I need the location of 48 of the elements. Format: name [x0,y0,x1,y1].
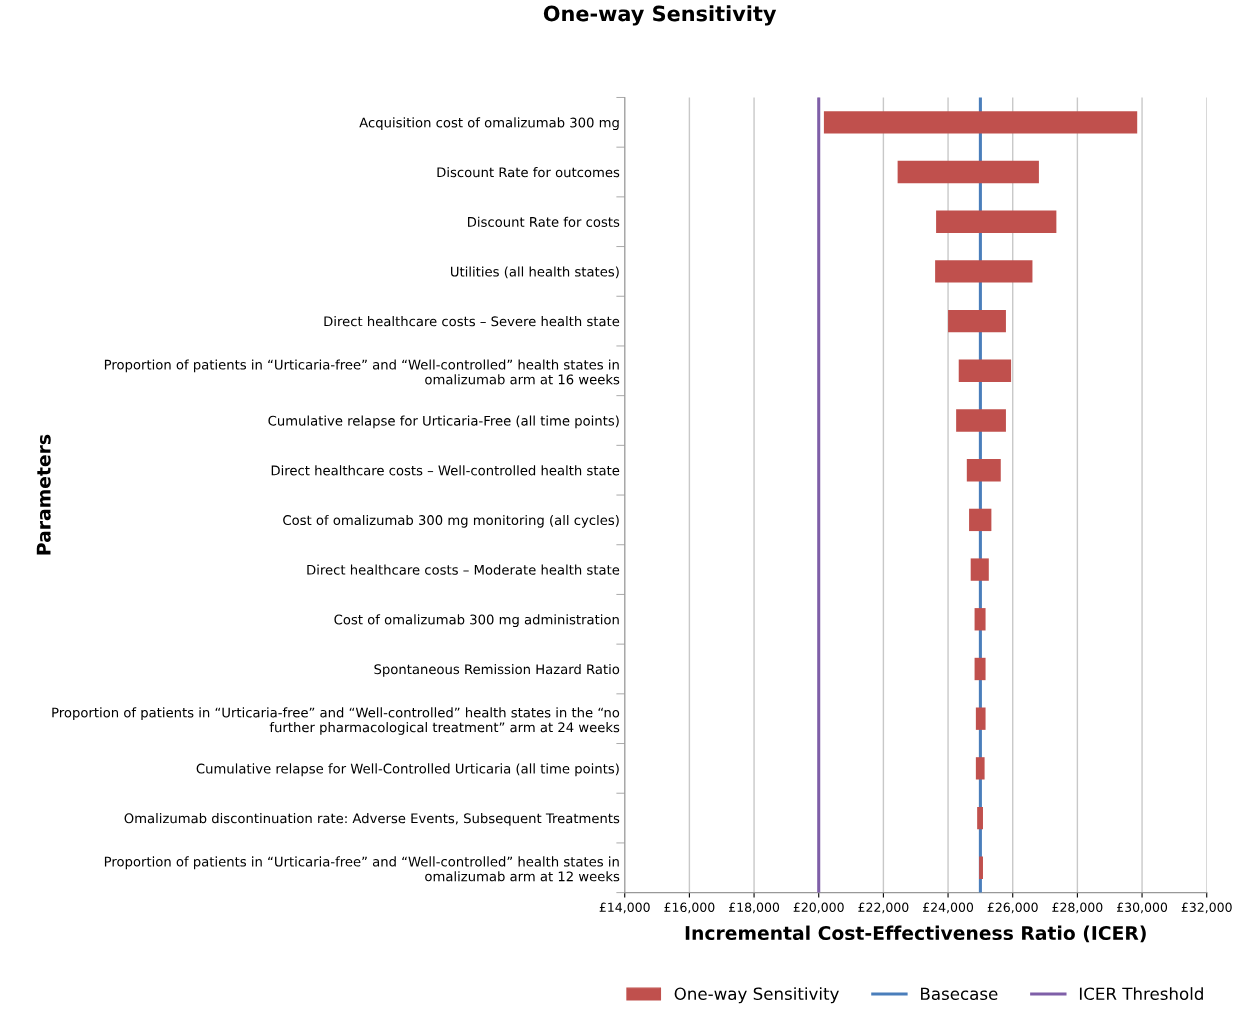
y-tick-label: Direct healthcare costs – Well-controlled health state [271,465,620,476]
bar [974,657,986,681]
x-tick-label: £32,000 [1181,902,1232,914]
bar [966,459,1001,482]
legend-label: ICER Threshold [1079,987,1203,1001]
bar [958,359,1012,382]
x-tick-label: £20,000 [793,902,844,914]
bar [935,260,1033,283]
y-tick-label: Direct healthcare costs – Severe health state [324,316,620,327]
y-tick-label: Proportion of patients in “Urticaria-free” and “Well-controlled” health states in omalizumab arm at 16 weeks [104,359,620,385]
x-tick-label: £22,000 [858,902,909,914]
y-tick-label: Proportion of patients in “Urticaria-free” and “Well-controlled” health states in the “no further pharmacological treatment” arm at 24 weeks [52,707,620,735]
bar [979,856,983,879]
y-tick-label: Direct healthcare costs – Moderate health state [307,564,620,575]
bar [936,210,1057,233]
x-tick-label: £18,000 [729,902,780,914]
legend-label: Basecase [921,987,998,1001]
y-tick-label: Spontaneous Remission Hazard Ratio [374,663,620,677]
y-tick-label: Discount Rate for outcomes [437,167,620,178]
bar [974,608,986,631]
bar [823,111,1138,134]
bar [948,309,1006,333]
y-tick-label: Discount Rate for costs [468,216,620,227]
y-tick-label: Cost of omalizumab 300 mg monitoring (all cycles) [283,514,619,528]
y-tick-label: Cost of omalizumab 300 mg administration [334,614,619,628]
x-axis-title: Incremental Cost-Effectiveness Ratio (ICER) [685,925,1146,943]
x-tick-label: £30,000 [1117,902,1168,914]
legend-label: One-way Sensitivity [674,987,839,1004]
y-tick-label: Omalizumab discontinuation rate: Adverse Events, Subsequent Treatments [124,813,620,826]
bar [897,160,1039,184]
x-tick-label: £24,000 [923,902,974,914]
bar [975,707,986,730]
bar [969,508,992,532]
y-tick-label: Utilities (all health states) [451,266,619,279]
bar [956,409,1006,432]
bar [970,558,989,581]
x-tick-label: £16,000 [664,902,715,914]
x-tick-label: £26,000 [987,902,1038,914]
bar [975,757,985,780]
chart-title: One-way Sensitivity [543,5,777,26]
y-tick-label: Cumulative relapse for Urticaria-Free (all time points) [268,415,619,429]
bar [977,806,983,830]
x-tick-label: £28,000 [1052,902,1103,914]
y-tick-label: Proportion of patients in “Urticaria-free” and “Well-controlled” health states in omalizumab arm at 12 weeks [104,856,620,882]
y-tick-label: Acquisition cost of omalizumab 300 mg [359,117,619,131]
x-tick-label: £14,000 [599,902,650,914]
y-tick-label: Cumulative relapse for Well-Controlled Urticaria (all time points) [196,763,619,777]
y-axis-title: Parameters [36,434,51,555]
